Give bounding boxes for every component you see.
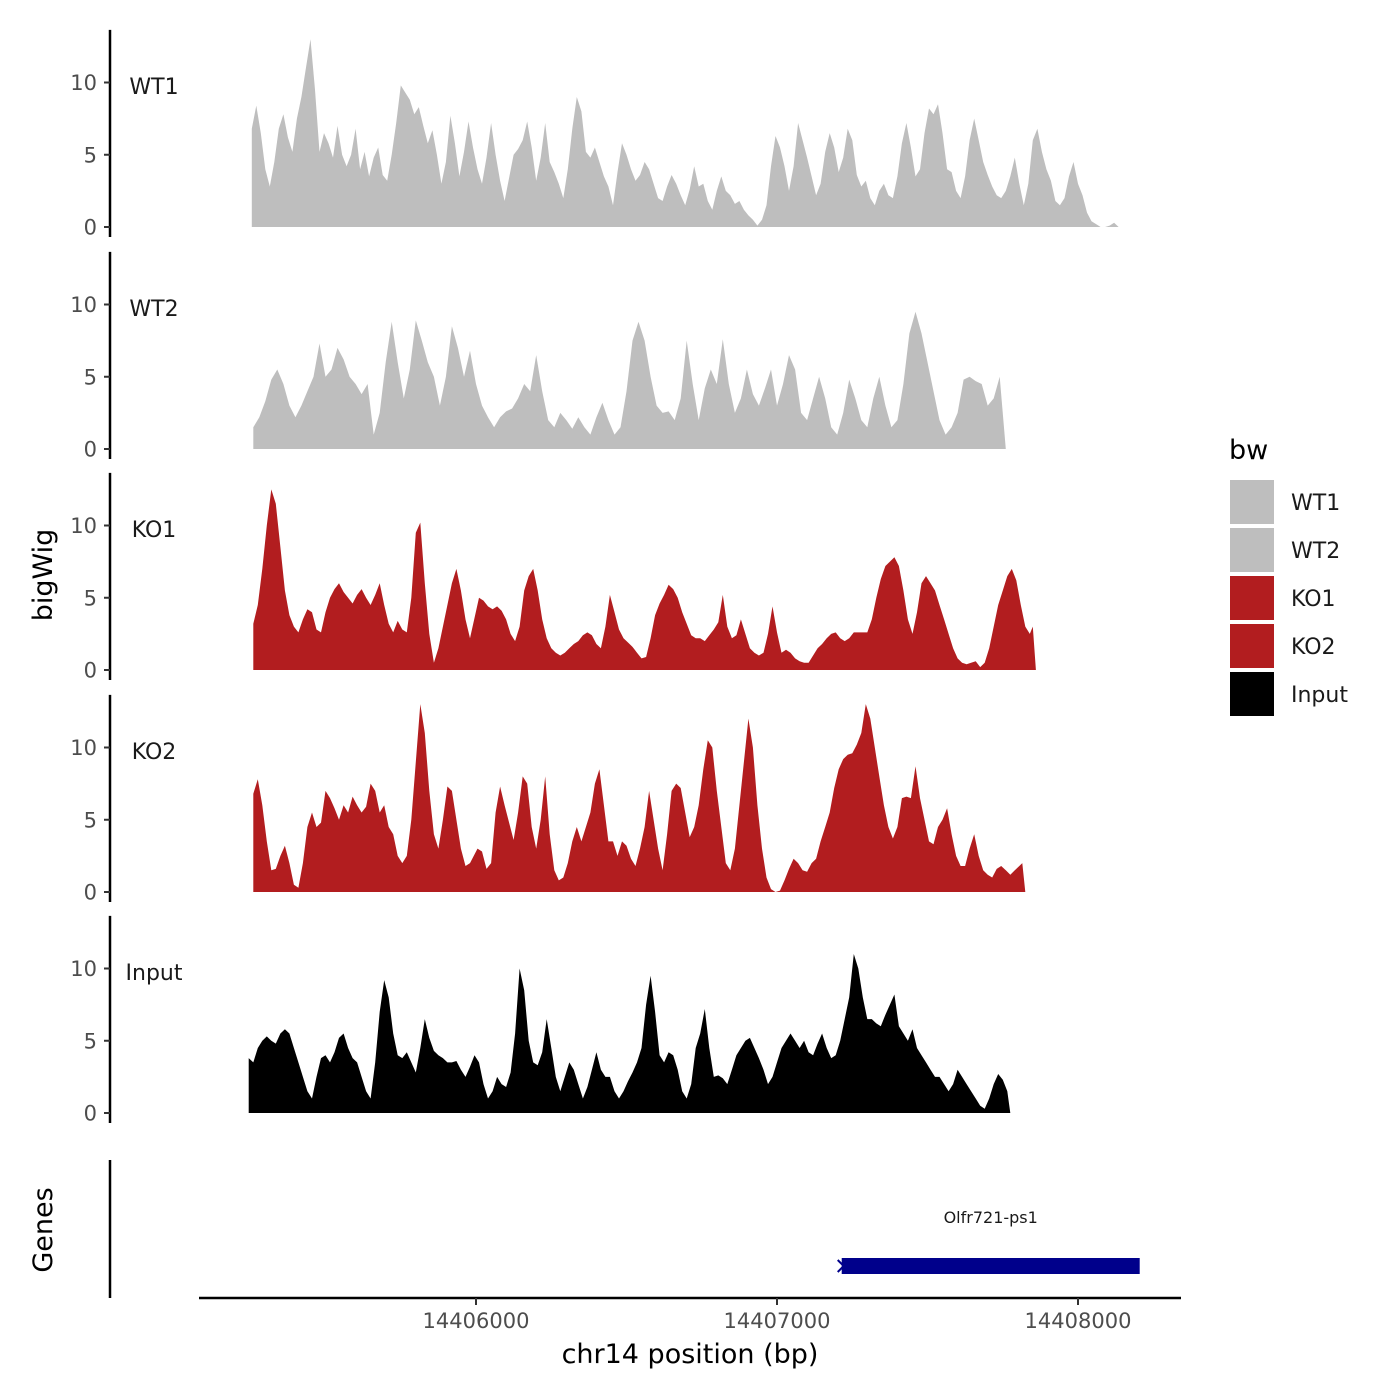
y-tick-label: 5 — [84, 365, 97, 389]
y-tick-label: 0 — [84, 216, 97, 240]
x-tick-label: 14407000 — [724, 1309, 831, 1333]
gene-track-panel: Olfr721-ps1 — [108, 1160, 1140, 1298]
track-label: WT2 — [129, 297, 178, 322]
x-axis-title: chr14 position (bp) — [562, 1339, 819, 1370]
y-tick-label: 5 — [84, 808, 97, 832]
track-label: KO1 — [132, 518, 177, 543]
coverage-area-ko1 — [253, 489, 1036, 670]
legend-swatch-input — [1230, 672, 1274, 716]
coverage-area-wt2 — [253, 311, 1006, 449]
legend-swatch-wt2 — [1230, 528, 1274, 572]
track-wt2: 0 5 10 WT2 — [70, 251, 1006, 462]
y-tick-label: 10 — [70, 293, 97, 317]
y-tick-label: 10 — [70, 957, 97, 981]
legend-label-ko1: KO1 — [1291, 587, 1336, 612]
y-tick-label: 0 — [84, 1102, 97, 1126]
y-tick-label: 10 — [70, 71, 97, 95]
gene-strand-arrow — [837, 1259, 846, 1273]
legend-label-wt2: WT2 — [1291, 539, 1340, 564]
coverage-area-wt1 — [251, 39, 1134, 228]
legend: bw WT1 WT2 KO1 KO2 Input — [1229, 435, 1348, 716]
y-axis-title: bigWig — [28, 529, 59, 622]
track-wt1: 0 5 10 WT1 — [70, 29, 1134, 240]
gene-track-title: Genes — [28, 1187, 59, 1272]
y-tick-label: 5 — [84, 1029, 97, 1053]
legend-label-input: Input — [1291, 683, 1348, 708]
track-label: Input — [126, 961, 183, 986]
y-tick-label: 5 — [84, 143, 97, 167]
track-input: 0 5 10 Input — [70, 915, 1011, 1126]
y-tick-label: 0 — [84, 659, 97, 683]
legend-title: bw — [1229, 435, 1268, 466]
x-axis: 14406000 14407000 14408000 — [199, 1296, 1181, 1333]
coverage-area-input — [248, 954, 1011, 1113]
coverage-area-ko2 — [253, 704, 1026, 892]
legend-swatch-wt1 — [1230, 480, 1274, 524]
track-ko1: 0 5 10 KO1 — [70, 472, 1036, 683]
legend-label-ko2: KO2 — [1291, 635, 1336, 660]
y-tick-label: 0 — [84, 438, 97, 462]
legend-swatch-ko1 — [1230, 576, 1274, 620]
track-label: KO2 — [132, 740, 177, 765]
y-tick-label: 10 — [70, 736, 97, 760]
x-tick-label: 14408000 — [1025, 1309, 1132, 1333]
y-tick-label: 0 — [84, 881, 97, 905]
track-ko2: 0 5 10 KO2 — [70, 694, 1026, 905]
y-tick-label: 5 — [84, 586, 97, 610]
legend-label-wt1: WT1 — [1291, 491, 1340, 516]
gene-body — [841, 1258, 1140, 1274]
gene-label: Olfr721-ps1 — [944, 1208, 1038, 1227]
x-tick-label: 14406000 — [423, 1309, 530, 1333]
y-tick-label: 10 — [70, 514, 97, 538]
track-panels: 0 5 10 WT1 0 5 10 WT2 0 5 10 KO1 0 5 10 KO2 0 5 10 Input — [70, 29, 1134, 1126]
legend-swatch-ko2 — [1230, 624, 1274, 668]
track-label: WT1 — [129, 75, 178, 100]
